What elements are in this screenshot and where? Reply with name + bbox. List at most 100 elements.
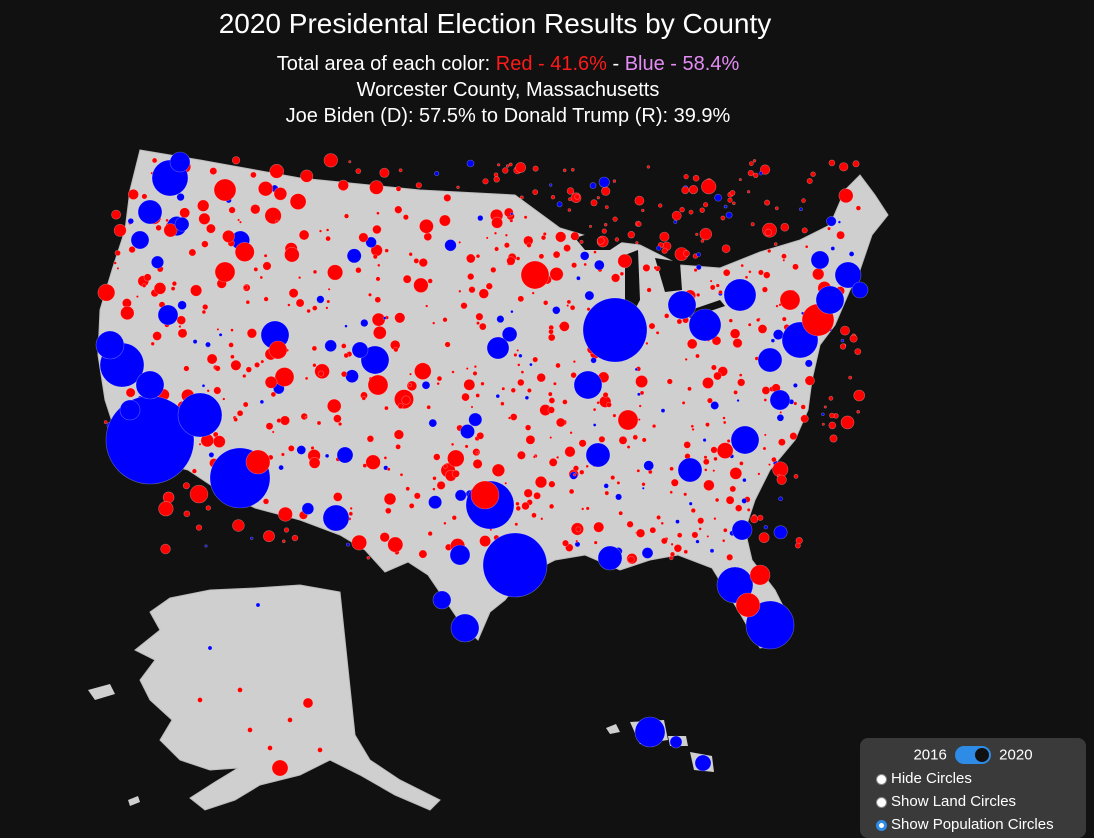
county-circle[interactable] (288, 288, 299, 298)
county-circle[interactable] (379, 167, 390, 178)
county-circle[interactable] (475, 312, 484, 321)
county-circle[interactable] (401, 395, 411, 405)
county-circle[interactable] (746, 507, 751, 512)
county-circle[interactable] (176, 315, 187, 325)
county-circle[interactable] (590, 357, 597, 364)
county-circle[interactable] (673, 544, 683, 553)
county-circle[interactable] (258, 181, 274, 197)
county-circle[interactable] (801, 198, 806, 203)
county-circle[interactable] (491, 463, 506, 477)
county-circle[interactable] (360, 318, 369, 328)
county-circle[interactable] (524, 395, 530, 400)
county-circle[interactable] (95, 330, 125, 360)
county-circle[interactable] (485, 282, 493, 290)
county-circle[interactable] (596, 401, 600, 405)
county-circle[interactable] (780, 222, 790, 232)
county-circle[interactable] (503, 242, 510, 249)
county-circle[interactable] (827, 226, 831, 231)
county-circle[interactable] (618, 510, 624, 516)
county-circle[interactable] (372, 224, 382, 235)
county-circle[interactable] (120, 305, 135, 321)
county-circle[interactable] (694, 754, 712, 772)
county-circle[interactable] (792, 382, 798, 388)
county-circle[interactable] (426, 404, 432, 410)
county-circle[interactable] (714, 193, 722, 202)
county-circle[interactable] (569, 471, 578, 480)
county-circle[interactable] (408, 252, 413, 257)
county-circle[interactable] (710, 401, 720, 410)
county-circle[interactable] (840, 325, 850, 336)
county-circle[interactable] (701, 179, 717, 195)
county-circle[interactable] (374, 296, 382, 304)
county-circle[interactable] (604, 490, 610, 496)
county-circle[interactable] (704, 468, 708, 472)
county-circle[interactable] (726, 438, 731, 443)
county-circle[interactable] (532, 455, 537, 459)
county-circle[interactable] (563, 244, 571, 252)
county-circle[interactable] (216, 327, 220, 331)
county-circle[interactable] (306, 308, 311, 314)
county-circle[interactable] (688, 501, 693, 506)
county-circle[interactable] (838, 188, 854, 204)
county-circle[interactable] (291, 534, 299, 542)
county-circle[interactable] (141, 283, 147, 288)
county-circle[interactable] (278, 464, 284, 471)
county-circle[interactable] (312, 269, 318, 275)
county-circle[interactable] (277, 506, 293, 522)
county-circle[interactable] (579, 251, 590, 261)
county-circle[interactable] (722, 416, 726, 420)
county-circle[interactable] (700, 239, 705, 243)
county-circle[interactable] (351, 341, 369, 359)
county-circle[interactable] (729, 485, 737, 493)
county-circle[interactable] (460, 302, 468, 310)
county-circle[interactable] (593, 259, 605, 271)
county-circle[interactable] (597, 545, 623, 571)
county-circle[interactable] (250, 536, 254, 540)
county-circle[interactable] (676, 318, 683, 325)
county-circle[interactable] (458, 289, 462, 293)
county-circle[interactable] (432, 590, 452, 610)
county-circle[interactable] (722, 527, 728, 533)
county-circle[interactable] (465, 253, 476, 264)
county-circle[interactable] (800, 414, 809, 423)
county-circle[interactable] (584, 290, 595, 301)
county-circle[interactable] (713, 371, 722, 381)
county-circle[interactable] (383, 456, 388, 460)
population-circles-radio[interactable] (876, 819, 887, 831)
county-circle[interactable] (478, 322, 487, 331)
county-circle[interactable] (245, 366, 253, 373)
county-circle[interactable] (585, 506, 590, 511)
county-circle[interactable] (764, 199, 771, 206)
county-circle[interactable] (386, 467, 391, 472)
year-toggle-switch[interactable] (955, 746, 991, 765)
county-circle[interactable] (191, 468, 197, 474)
county-circle[interactable] (702, 377, 714, 389)
county-circle[interactable] (585, 442, 611, 468)
county-circle[interactable] (336, 446, 354, 464)
county-circle[interactable] (327, 264, 344, 281)
county-circle[interactable] (289, 193, 307, 210)
county-circle[interactable] (250, 171, 257, 179)
county-circle[interactable] (750, 515, 759, 524)
county-circle[interactable] (759, 164, 771, 175)
county-circle[interactable] (327, 287, 331, 291)
county-circle[interactable] (394, 312, 406, 324)
county-circle[interactable] (823, 405, 827, 409)
county-circle[interactable] (230, 328, 234, 332)
county-circle[interactable] (283, 527, 290, 533)
hide-circles-option[interactable]: Hide Circles (876, 770, 972, 787)
county-circle[interactable] (358, 232, 369, 243)
county-circle[interactable] (318, 229, 323, 233)
county-circle[interactable] (177, 300, 187, 310)
county-circle[interactable] (693, 268, 698, 273)
county-circle[interactable] (242, 373, 247, 379)
county-circle[interactable] (525, 434, 536, 445)
county-circle[interactable] (127, 217, 135, 225)
county-circle[interactable] (566, 187, 575, 195)
county-circle[interactable] (421, 380, 431, 390)
county-circle[interactable] (763, 525, 768, 530)
county-circle[interactable] (365, 236, 377, 249)
county-circle[interactable] (472, 458, 483, 469)
county-circle[interactable] (548, 397, 556, 404)
county-circle[interactable] (610, 273, 621, 283)
